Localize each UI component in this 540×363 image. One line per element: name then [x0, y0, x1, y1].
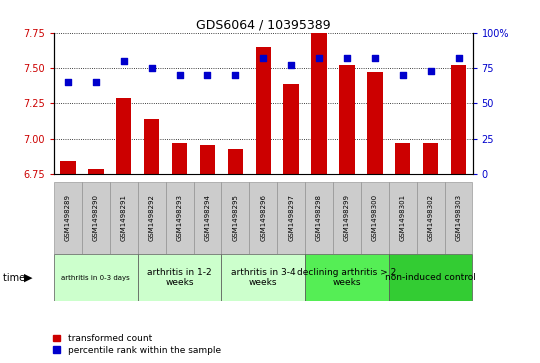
Bar	[277, 182, 305, 254]
Text: arthritis in 0-3 days: arthritis in 0-3 days	[62, 275, 130, 281]
Bar	[54, 254, 138, 301]
Title: GDS6064 / 10395389: GDS6064 / 10395389	[196, 19, 330, 32]
Text: GSM1498301: GSM1498301	[400, 194, 406, 241]
Text: GSM1498296: GSM1498296	[260, 194, 266, 241]
Bar	[389, 182, 417, 254]
Text: ▶: ▶	[24, 273, 32, 283]
Text: GSM1498302: GSM1498302	[428, 194, 434, 241]
Bar	[116, 98, 131, 174]
Bar	[193, 182, 221, 254]
Bar	[60, 162, 76, 174]
Text: GSM1498293: GSM1498293	[177, 194, 183, 241]
Bar	[389, 254, 472, 301]
Point	[399, 72, 407, 78]
Point	[231, 72, 240, 78]
Point	[342, 55, 351, 61]
Text: GSM1498298: GSM1498298	[316, 194, 322, 241]
Text: arthritis in 1-2
weeks: arthritis in 1-2 weeks	[147, 268, 212, 287]
Point	[427, 68, 435, 74]
Bar	[138, 182, 166, 254]
Bar	[110, 182, 138, 254]
Bar	[255, 47, 271, 174]
Bar	[138, 254, 221, 301]
Text: GSM1498303: GSM1498303	[456, 194, 462, 241]
Bar	[417, 182, 444, 254]
Text: GSM1498292: GSM1498292	[148, 194, 154, 241]
Text: GSM1498300: GSM1498300	[372, 194, 378, 241]
Legend: transformed count, percentile rank within the sample: transformed count, percentile rank withi…	[53, 334, 221, 355]
Text: GSM1498291: GSM1498291	[121, 194, 127, 241]
Point	[147, 65, 156, 71]
Bar	[333, 182, 361, 254]
Bar	[305, 254, 389, 301]
Bar	[451, 65, 466, 174]
Point	[259, 55, 268, 61]
Bar	[444, 182, 472, 254]
Bar	[221, 254, 305, 301]
Bar	[88, 168, 104, 174]
Bar	[166, 182, 193, 254]
Bar	[82, 182, 110, 254]
Text: GSM1498297: GSM1498297	[288, 194, 294, 241]
Bar	[339, 65, 355, 174]
Point	[287, 62, 295, 68]
Text: GSM1498295: GSM1498295	[232, 194, 238, 241]
Point	[203, 72, 212, 78]
Bar	[367, 72, 382, 174]
Text: arthritis in 3-4
weeks: arthritis in 3-4 weeks	[231, 268, 295, 287]
Text: GSM1498290: GSM1498290	[93, 194, 99, 241]
Text: non-induced control: non-induced control	[385, 273, 476, 282]
Point	[64, 79, 72, 85]
Bar	[200, 144, 215, 174]
Point	[315, 55, 323, 61]
Bar	[305, 182, 333, 254]
Bar	[144, 119, 159, 174]
Bar	[228, 149, 243, 174]
Text: GSM1498289: GSM1498289	[65, 194, 71, 241]
Bar	[423, 143, 438, 174]
Bar	[312, 30, 327, 174]
Point	[91, 79, 100, 85]
Point	[175, 72, 184, 78]
Point	[119, 58, 128, 64]
Text: declining arthritis > 2
weeks: declining arthritis > 2 weeks	[298, 268, 396, 287]
Bar	[221, 182, 249, 254]
Point	[454, 55, 463, 61]
Bar	[395, 143, 410, 174]
Point	[370, 55, 379, 61]
Bar	[172, 143, 187, 174]
Text: GSM1498294: GSM1498294	[205, 194, 211, 241]
Bar	[249, 182, 277, 254]
Text: time: time	[3, 273, 28, 283]
Bar	[284, 83, 299, 174]
Text: GSM1498299: GSM1498299	[344, 194, 350, 241]
Bar	[361, 182, 389, 254]
Bar	[54, 182, 82, 254]
